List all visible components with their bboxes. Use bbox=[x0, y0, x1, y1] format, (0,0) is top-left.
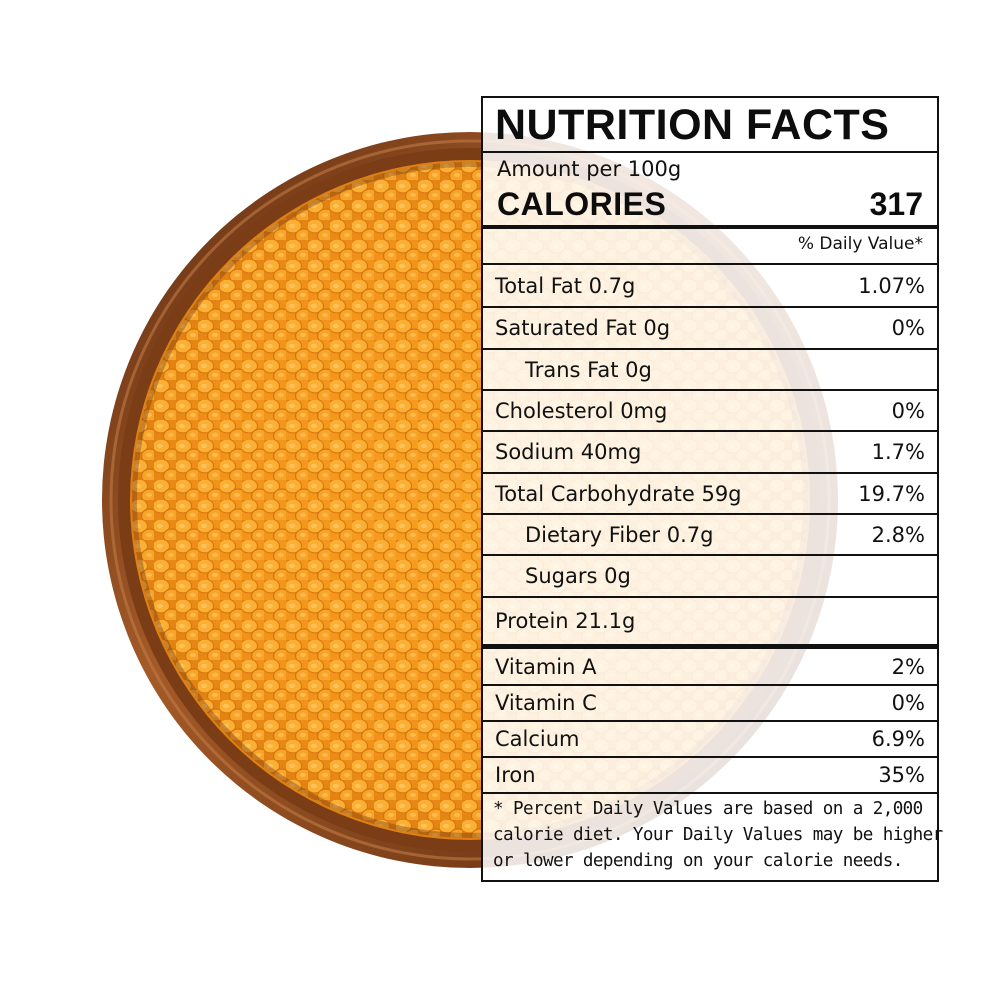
label-title: NUTRITION FACTS bbox=[495, 101, 890, 149]
divider bbox=[483, 263, 937, 265]
vitamin-row: Vitamin A 2% bbox=[483, 649, 937, 684]
nutrient-row: Total Fat 0.7g 1.07% bbox=[483, 265, 937, 306]
nutrient-dv: 0% bbox=[891, 316, 925, 340]
divider bbox=[483, 348, 937, 350]
nutrient-name: Trans Fat 0g bbox=[525, 357, 652, 382]
nutrient-dv: 0% bbox=[891, 398, 925, 423]
divider bbox=[483, 389, 937, 391]
nutrient-row: Dietary Fiber 0.7g 2.8% bbox=[483, 515, 937, 554]
divider bbox=[483, 756, 937, 758]
vitamin-name: Calcium bbox=[495, 727, 580, 751]
nutrient-name: Protein 21.1g bbox=[495, 609, 636, 633]
calories-value: 317 bbox=[869, 186, 923, 222]
divider bbox=[483, 472, 937, 474]
vitamin-name: Vitamin C bbox=[495, 691, 597, 715]
vitamin-name: Iron bbox=[495, 763, 536, 787]
divider bbox=[483, 792, 937, 794]
divider-thick bbox=[483, 225, 937, 229]
vitamin-row: Calcium 6.9% bbox=[483, 722, 937, 756]
nutrient-name: Total Carbohydrate 59g bbox=[495, 481, 742, 506]
nutrient-name: Sodium 40mg bbox=[495, 440, 642, 464]
nutrient-dv: 2.8% bbox=[871, 522, 925, 547]
vitamin-dv: 2% bbox=[891, 654, 925, 679]
nutrient-row: Trans Fat 0g bbox=[483, 350, 937, 389]
divider bbox=[483, 151, 937, 153]
daily-value-header: % Daily Value* bbox=[797, 234, 923, 254]
vitamin-name: Vitamin A bbox=[495, 654, 597, 679]
nutrition-facts-label: NUTRITION FACTS Amount per 100g CALORIES… bbox=[481, 96, 943, 882]
divider bbox=[483, 720, 937, 722]
vitamin-row: Vitamin C 0% bbox=[483, 686, 937, 720]
footnote: * Percent Daily Values are based on a 2,… bbox=[493, 796, 943, 874]
divider bbox=[483, 513, 937, 515]
calories-label: CALORIES bbox=[497, 186, 667, 222]
nutrient-name: Dietary Fiber 0.7g bbox=[525, 522, 714, 547]
nutrient-row: Total Carbohydrate 59g 19.7% bbox=[483, 474, 937, 513]
nutrient-dv: 1.7% bbox=[871, 440, 925, 464]
vitamin-dv: 0% bbox=[891, 691, 925, 715]
nutrient-row: Saturated Fat 0g 0% bbox=[483, 308, 937, 348]
nutrient-dv: 19.7% bbox=[858, 481, 925, 506]
vitamin-dv: 35% bbox=[878, 763, 925, 787]
serving-size: Amount per 100g bbox=[497, 157, 682, 181]
nutrient-name: Cholesterol 0mg bbox=[495, 398, 668, 423]
divider-thick bbox=[483, 644, 937, 649]
nutrient-name: Total Fat 0.7g bbox=[495, 273, 636, 298]
footnote-line: calorie diet. Your Daily Values may be h… bbox=[493, 825, 943, 845]
divider bbox=[483, 430, 937, 432]
footnote-line: * Percent Daily Values are based on a 2,… bbox=[493, 799, 923, 819]
nutrient-name: Sugars 0g bbox=[525, 564, 631, 588]
vitamin-row: Iron 35% bbox=[483, 758, 937, 792]
nutrient-name: Saturated Fat 0g bbox=[495, 316, 671, 340]
nutrient-row: Sodium 40mg 1.7% bbox=[483, 432, 937, 472]
divider bbox=[483, 684, 937, 686]
divider bbox=[483, 554, 937, 556]
nutrient-row: Sugars 0g bbox=[483, 556, 937, 596]
footnote-line: or lower depending on your calorie needs… bbox=[493, 851, 903, 871]
nutrient-dv: 1.07% bbox=[858, 273, 925, 298]
divider bbox=[483, 596, 937, 598]
divider bbox=[483, 306, 937, 308]
vitamin-dv: 6.9% bbox=[871, 727, 925, 751]
nutrient-row: Protein 21.1g bbox=[483, 598, 937, 644]
nutrient-row: Cholesterol 0mg 0% bbox=[483, 391, 937, 430]
